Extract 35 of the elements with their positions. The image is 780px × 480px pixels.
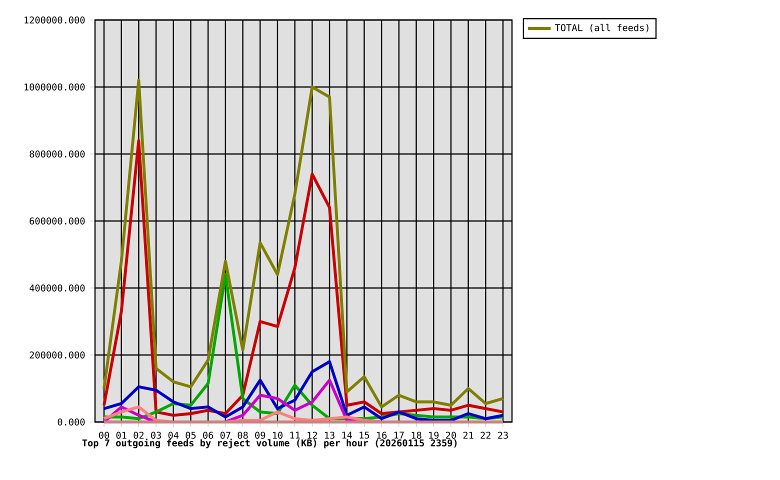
line-series: [102, 78, 504, 408]
x-tick-label: 18: [412, 432, 422, 439]
y-tick-label: 1000000.000: [24, 83, 85, 91]
x-tick-label: 17: [394, 432, 404, 439]
x-tick-label: 06: [203, 432, 214, 439]
x-tick-label: 16: [377, 432, 387, 439]
y-tick-label: 0.000: [58, 418, 85, 426]
legend-label: TOTAL (all feeds): [555, 24, 648, 32]
x-tick-label: 09: [255, 432, 266, 439]
x-tick-label: 22: [480, 432, 490, 439]
text: Top 7 outgoing feeds by reject volume (KB) per hour (20260115 2359): [82, 438, 457, 448]
x-tick-label: 14: [342, 432, 352, 439]
x-tick-label: 10: [272, 432, 283, 439]
x-tick-label: 23: [498, 432, 508, 439]
x-tick-label: 13: [325, 432, 334, 439]
y-tick-label: 400000.000: [30, 284, 85, 292]
y-tick-label: 1200000.000: [24, 16, 85, 24]
y-tick-label: 800000.000: [30, 150, 85, 158]
x-tick-label: 05: [186, 432, 196, 439]
x-tick-label: 15: [360, 432, 370, 439]
x-tick-label: 03: [151, 432, 161, 439]
x-tick-label: 20: [446, 432, 456, 439]
x-tick-label: 07: [220, 432, 230, 439]
x-tick-label: 00: [99, 432, 110, 439]
line-series: [102, 360, 504, 422]
x-tick-label: 21: [463, 432, 474, 439]
x-tick-label: 08: [238, 432, 248, 439]
x-tick-label: 11: [290, 432, 300, 439]
x-tick-label: 04: [168, 432, 179, 439]
y-tick-label: 600000.000: [30, 217, 85, 225]
x-tick-label: 12: [308, 432, 318, 439]
y-tick-label: 200000.000: [30, 351, 85, 359]
x-tick-label: 02: [134, 432, 144, 439]
x-tick-label: 19: [429, 432, 439, 439]
x-tick-label: 01: [116, 432, 126, 439]
